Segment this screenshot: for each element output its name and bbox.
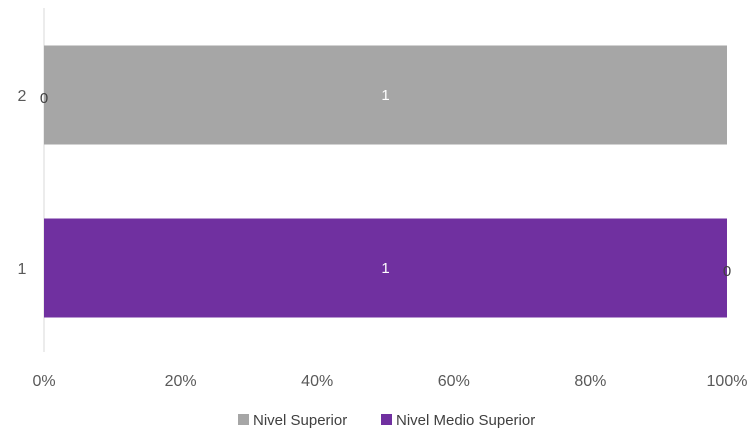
- x-tick-label: 100%: [707, 373, 748, 390]
- x-tick-label: 80%: [574, 373, 606, 390]
- labels-group: 1 010 120% 20% 40% 60% 80% 100%: [18, 87, 748, 390]
- chart-legend: Nivel Superior Nivel Medio Superior: [238, 412, 535, 429]
- data-label: 0: [723, 263, 731, 280]
- bars-group: [44, 45, 727, 318]
- x-tick-label: 0%: [32, 373, 55, 390]
- x-tick-label: 20%: [165, 373, 197, 390]
- legend-swatch: [238, 414, 249, 425]
- legend-label: Nivel Medio Superior: [396, 412, 535, 429]
- data-label: 1: [381, 87, 389, 104]
- category-tick-label: 2: [18, 88, 27, 105]
- bar-nivel-superior-cat-2: [44, 45, 727, 145]
- legend-item: Nivel Medio Superior: [381, 412, 535, 429]
- legend-label: Nivel Superior: [253, 412, 347, 429]
- category-tick-label: 1: [18, 261, 27, 278]
- data-label: 0: [40, 90, 48, 107]
- legend-item: Nivel Superior: [238, 412, 347, 429]
- x-tick-label: 60%: [438, 373, 470, 390]
- data-label: 1: [381, 260, 389, 277]
- legend-swatch: [381, 414, 392, 425]
- bar-nivel-medio-superior-cat-1: [44, 218, 727, 318]
- x-tick-label: 40%: [301, 373, 333, 390]
